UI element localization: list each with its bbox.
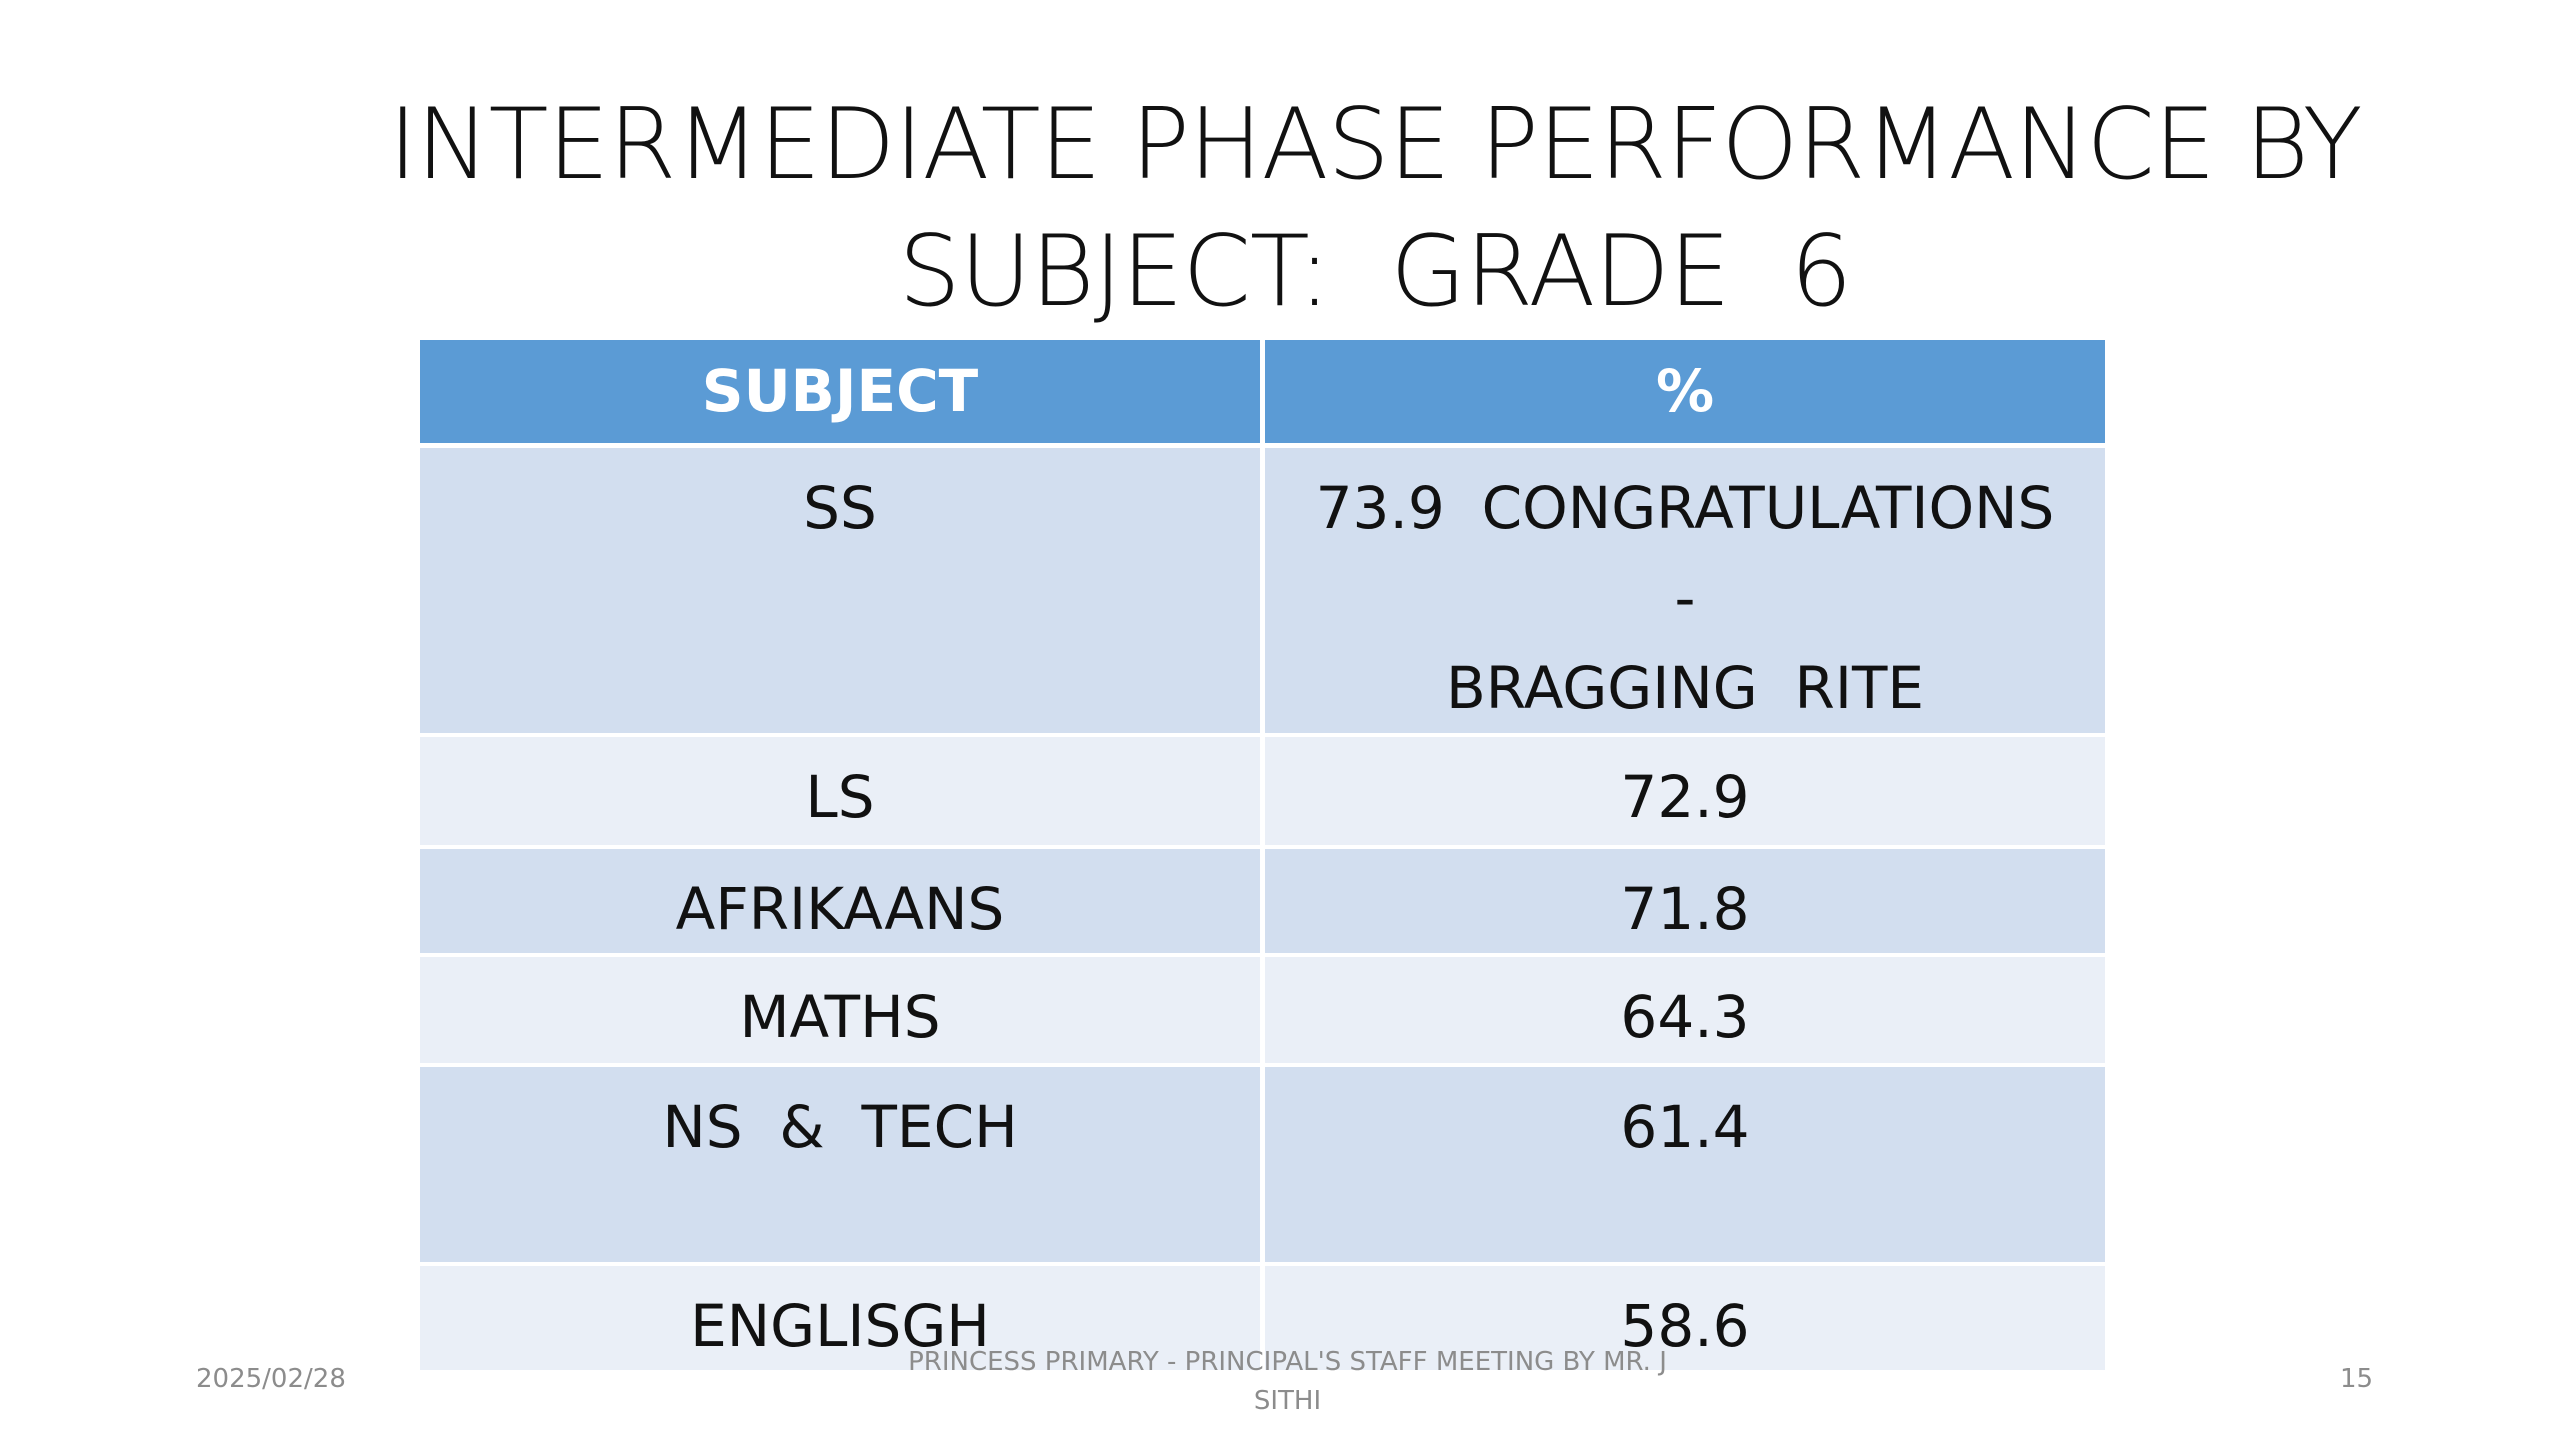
cell-text: LS [805, 763, 875, 831]
cell-text: 58.6 [1620, 1292, 1750, 1360]
table-cell: 61.4 [1265, 1067, 2105, 1262]
cell-text: BRAGGING RITE [1445, 654, 1925, 722]
page-number: 15 [2340, 1364, 2374, 1394]
table-row: NS & TECH 61.4 [420, 1067, 2105, 1262]
cell-text: 64.3 [1620, 983, 1750, 1051]
table-row: MATHS 64.3 [420, 957, 2105, 1063]
footer-text: PRINCESS PRIMARY - PRINCIPAL'S STAFF MEE… [880, 1343, 1695, 1421]
footer-line: PRINCESS PRIMARY - PRINCIPAL'S STAFF MEE… [908, 1347, 1667, 1377]
title-line: INTERMEDIATE PHASE PERFORMANCE BY [388, 88, 2362, 202]
table-row: LS 72.9 [420, 737, 2105, 845]
cell-text: NS & TECH [662, 1093, 1018, 1161]
table-cell: SS [420, 448, 1260, 733]
header-row: SUBJECT% [420, 340, 2105, 443]
table-cell: LS [420, 737, 1260, 845]
cell-text: AFRIKAANS [675, 875, 1005, 943]
cell-text: 72.9 [1620, 763, 1750, 831]
footer-line: SITHI [1253, 1386, 1322, 1416]
header-cell: SUBJECT [420, 340, 1260, 443]
table-cell: MATHS [420, 957, 1260, 1063]
table-cell: AFRIKAANS [420, 849, 1260, 953]
cell-text: ENGLISGH [690, 1292, 990, 1360]
footer-date: 2025/02/28 [196, 1364, 346, 1394]
header-cell: % [1265, 340, 2105, 443]
cell-text: 61.4 [1620, 1093, 1750, 1161]
cell-text: 71.8 [1620, 875, 1750, 943]
cell-text: - [1674, 564, 1696, 632]
table-cell: NS & TECH [420, 1067, 1260, 1262]
table-row: AFRIKAANS 71.8 [420, 849, 2105, 953]
slide-title: INTERMEDIATE PHASE PERFORMANCE BY SUBJECT… [360, 82, 2390, 336]
table-cell: 72.9 [1265, 737, 2105, 845]
cell-text: SS [803, 474, 877, 542]
table-cell: 73.9 CONGRATULATIONS - BRAGGING RITE [1265, 448, 2105, 733]
table-cell: ENGLISGH [420, 1266, 1260, 1370]
table-row: ENGLISGH 58.6 [420, 1266, 2105, 1370]
table-cell: 71.8 [1265, 849, 2105, 953]
table-cell: 64.3 [1265, 957, 2105, 1063]
table-row: SS 73.9 CONGRATULATIONS - BRAGGING RITE [420, 448, 2105, 733]
cell-text: MATHS [739, 983, 941, 1051]
table: SUBJECT% SS 73.9 CONGRATULATIONS - BRAGGING … [420, 340, 2105, 1370]
title-line: SUBJECT: GRADE 6 [898, 215, 1853, 329]
cell-text: 73.9 CONGRATULATIONS [1315, 474, 2055, 542]
table-cell: 58.6 [1265, 1266, 2105, 1370]
